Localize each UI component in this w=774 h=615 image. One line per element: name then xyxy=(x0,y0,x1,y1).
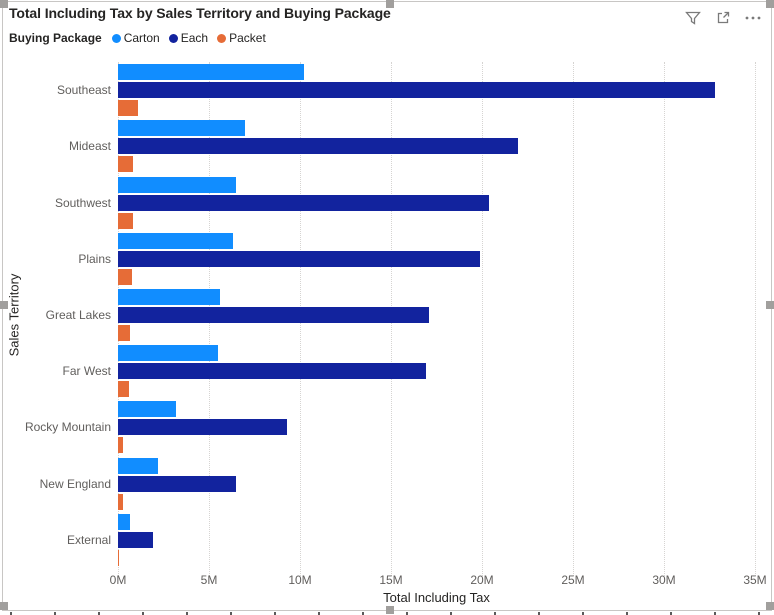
x-axis-title: Total Including Tax xyxy=(383,590,490,605)
bar-packet[interactable] xyxy=(118,381,129,398)
legend-dot-icon xyxy=(168,33,178,43)
more-options-icon[interactable] xyxy=(744,9,762,27)
x-tick-label: 15M xyxy=(379,573,403,587)
bar-group-external xyxy=(118,512,755,568)
bar-group-mideast xyxy=(118,118,755,174)
gridline-35M xyxy=(755,62,756,576)
plot-area xyxy=(118,62,756,576)
bar-each[interactable] xyxy=(118,306,430,323)
resize-handle-middle-left[interactable] xyxy=(0,301,8,309)
x-tick-label: 20M xyxy=(470,573,494,587)
bar-group-new-england xyxy=(118,456,755,512)
resize-handle-top-right[interactable] xyxy=(766,0,774,8)
x-tick-label: 35M xyxy=(743,573,767,587)
category-label: Southeast xyxy=(56,83,111,98)
legend: Buying Package Carton Each Packet xyxy=(9,31,275,45)
bar-packet[interactable] xyxy=(118,268,132,285)
gridline-25M xyxy=(573,62,574,576)
visual-title: Total Including Tax by Sales Territory a… xyxy=(9,5,391,21)
bar-packet[interactable] xyxy=(118,324,130,341)
gridline-20M xyxy=(482,62,483,576)
resize-handle-bottom-right[interactable] xyxy=(766,602,774,610)
category-label: Far West xyxy=(62,364,111,379)
bar-packet[interactable] xyxy=(118,493,123,510)
bar-carton[interactable] xyxy=(118,513,130,530)
bar-each[interactable] xyxy=(118,194,490,211)
legend-item-carton[interactable]: Carton xyxy=(111,31,160,45)
legend-item-label: Carton xyxy=(123,31,160,45)
bar-carton[interactable] xyxy=(118,345,219,362)
bar-group-southeast xyxy=(118,62,755,118)
bar-packet[interactable] xyxy=(118,212,133,229)
bar-packet[interactable] xyxy=(118,100,139,117)
legend-item-packet[interactable]: Packet xyxy=(217,31,266,45)
clipped-content-below xyxy=(10,612,774,615)
gridline-30M xyxy=(664,62,665,576)
category-label: Great Lakes xyxy=(45,307,111,322)
category-label: Mideast xyxy=(68,139,111,154)
x-tick-label: 10M xyxy=(288,573,312,587)
bar-each[interactable] xyxy=(118,82,715,99)
bar-carton[interactable] xyxy=(118,401,177,418)
legend-title: Buying Package xyxy=(9,31,102,45)
bar-each[interactable] xyxy=(118,419,288,436)
visual-toolbar xyxy=(684,9,762,27)
bar-carton[interactable] xyxy=(118,457,159,474)
bar-packet[interactable] xyxy=(118,156,133,173)
category-label: Rocky Mountain xyxy=(24,420,111,435)
focus-mode-icon[interactable] xyxy=(714,9,732,27)
bar-carton[interactable] xyxy=(118,120,246,137)
bar-carton[interactable] xyxy=(118,288,220,305)
resize-handle-top-center[interactable] xyxy=(386,0,394,8)
y-axis-category-labels: Southeast Mideast Southwest Plains Great Lak… xyxy=(0,62,111,568)
bar-carton[interactable] xyxy=(118,176,237,193)
category-label: External xyxy=(66,532,111,547)
bar-each[interactable] xyxy=(118,250,481,267)
bar-packet[interactable] xyxy=(118,437,124,454)
category-label: New England xyxy=(39,476,111,491)
legend-dot-icon xyxy=(217,33,227,43)
bar-group-southwest xyxy=(118,174,755,230)
category-label: Southwest xyxy=(54,195,111,210)
resize-handle-middle-right[interactable] xyxy=(766,301,774,309)
resize-handle-bottom-left[interactable] xyxy=(0,602,8,610)
bar-carton[interactable] xyxy=(118,64,304,81)
bar-group-rocky-mountain xyxy=(118,399,755,455)
bar-group-great-lakes xyxy=(118,287,755,343)
bar-each[interactable] xyxy=(118,138,519,155)
bar-carton[interactable] xyxy=(118,232,233,249)
x-tick-label: 5M xyxy=(200,573,218,587)
legend-item-label: Packet xyxy=(229,31,266,45)
legend-item-each[interactable]: Each xyxy=(168,31,209,45)
bar-packet[interactable] xyxy=(118,549,119,566)
x-tick-label: 30M xyxy=(652,573,676,587)
legend-item-label: Each xyxy=(180,31,209,45)
bar-each[interactable] xyxy=(118,531,153,548)
bar-each[interactable] xyxy=(118,475,237,492)
category-label: Plains xyxy=(78,251,111,266)
x-tick-label: 25M xyxy=(561,573,585,587)
bar-each[interactable] xyxy=(118,363,426,380)
x-axis-tick-labels: 0M 5M 10M 15M 20M 25M 30M 35M xyxy=(110,573,767,587)
bar-group-far-west xyxy=(118,343,755,399)
legend-dot-icon xyxy=(111,33,121,43)
x-tick-label: 0M xyxy=(109,573,127,587)
bar-group-plains xyxy=(118,231,755,287)
legend-items: Carton Each Packet xyxy=(111,31,275,45)
resize-handle-bottom-center[interactable] xyxy=(386,606,394,614)
filter-icon[interactable] xyxy=(684,9,702,27)
resize-handle-top-left[interactable] xyxy=(0,0,8,8)
bar-rows xyxy=(118,62,755,568)
